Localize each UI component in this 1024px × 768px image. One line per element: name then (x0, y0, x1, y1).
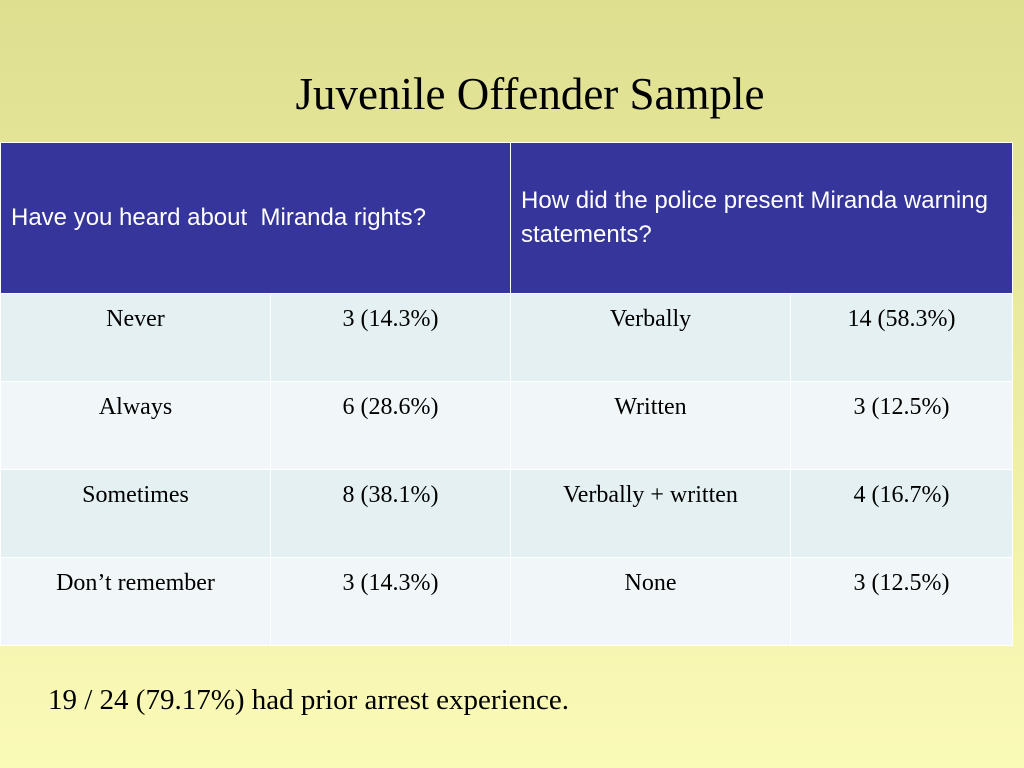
table-cell: None (510, 557, 792, 646)
slide-title: Juvenile Offender Sample (295, 69, 765, 119)
table-cell: Verbally (510, 293, 792, 382)
table-row: Don’t remember 3 (14.3%) None 3 (12.5%) (0, 557, 1014, 646)
table-cell: 3 (14.3%) (269, 557, 512, 646)
header-cell: How did the police present Miranda warni… (510, 142, 1014, 294)
table-body: Never 3 (14.3%) Verbally 14 (58.3%) Always 6 … (0, 293, 1014, 646)
footnote: 19 / 24 (79.17%) had prior arrest experi… (48, 684, 569, 716)
table-cell: Never (0, 293, 271, 382)
table-cell: Sometimes (0, 469, 271, 558)
table-cell: 4 (16.7%) (790, 469, 1014, 558)
table-cell: 3 (14.3%) (269, 293, 512, 382)
table-row: Always 6 (28.6%) Written 3 (12.5%) (0, 381, 1014, 470)
table-cell: 14 (58.3%) (790, 293, 1014, 382)
table-row: Sometimes 8 (38.1%) Verbally + written 4 (1… (0, 469, 1014, 558)
data-table: Have you heard about Miranda rights? How… (0, 142, 1014, 646)
table-cell: 8 (38.1%) (269, 469, 512, 558)
table-cell: Always (0, 381, 271, 470)
table-cell: Written (510, 381, 792, 470)
table-cell: 3 (12.5%) (790, 381, 1014, 470)
table-row: Never 3 (14.3%) Verbally 14 (58.3%) (0, 293, 1014, 382)
header-row: Have you heard about Miranda rights? How… (0, 142, 1014, 294)
table-cell: 6 (28.6%) (269, 381, 512, 470)
table-cell: Verbally + written (510, 469, 792, 558)
header-cell: Have you heard about Miranda rights? (0, 142, 512, 294)
table-cell: 3 (12.5%) (790, 557, 1014, 646)
table-cell: Don’t remember (0, 557, 271, 646)
